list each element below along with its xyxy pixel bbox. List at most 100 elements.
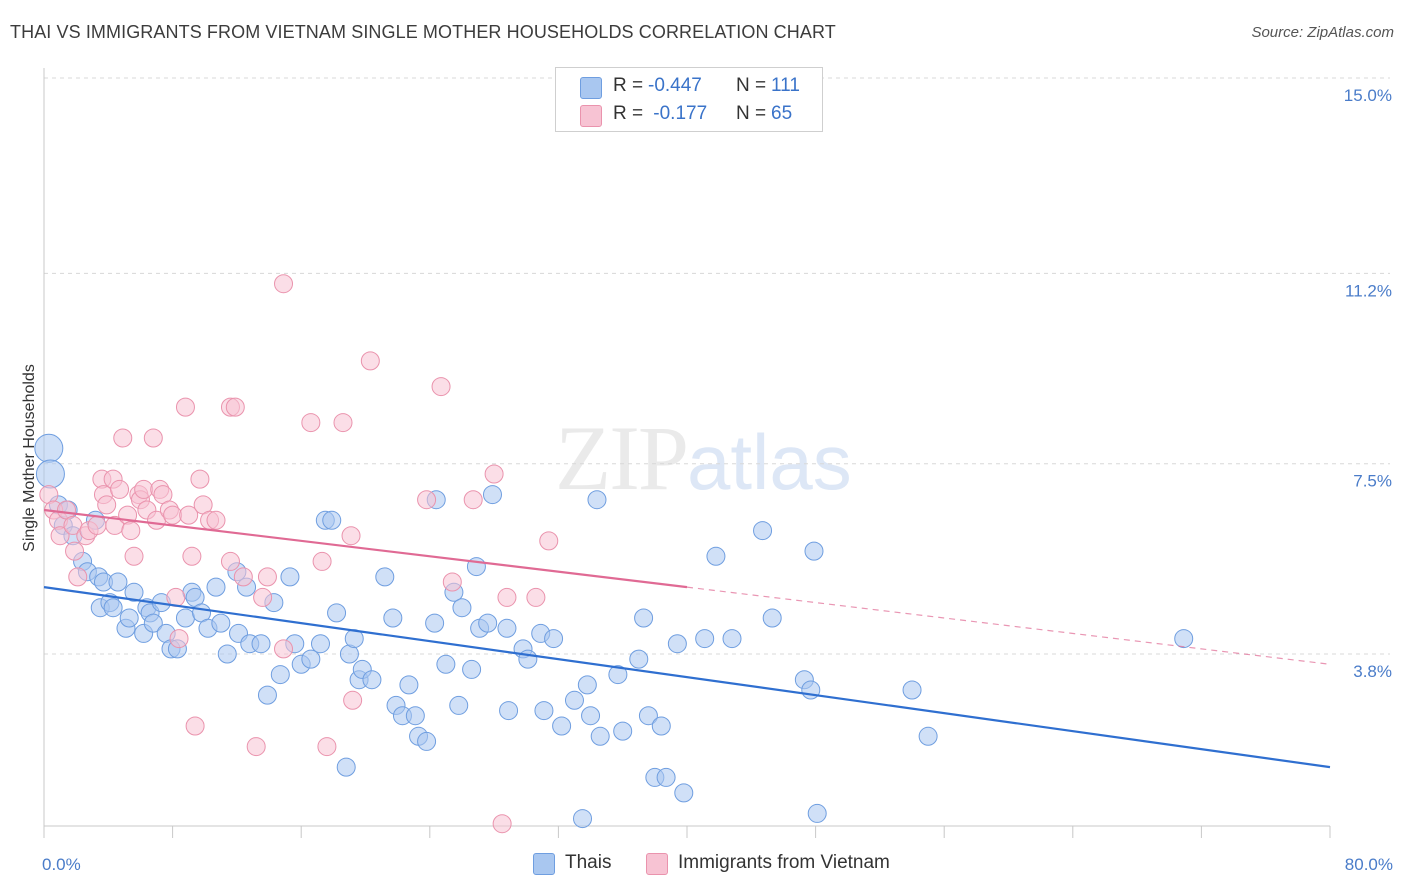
- x-tick-label: 80.0%: [1345, 855, 1393, 874]
- vietnam-point: [274, 639, 294, 659]
- thais-point: [634, 608, 654, 628]
- thais-point: [497, 618, 517, 638]
- thais-point: [577, 675, 597, 695]
- legend-swatch-thais: [580, 77, 602, 99]
- thais-point: [270, 665, 290, 685]
- vietnam-point: [113, 428, 133, 448]
- watermark: ZIPatlas: [555, 405, 852, 511]
- thais-point: [119, 608, 139, 628]
- thais-point: [482, 485, 502, 505]
- thais-point: [706, 546, 726, 566]
- vietnam-point: [87, 515, 107, 535]
- thais-point: [518, 649, 538, 669]
- trend-lines: [43, 508, 1331, 769]
- bottom-legend-label: Immigrants from Vietnam: [678, 852, 890, 873]
- thais-point: [327, 603, 347, 623]
- legend: R = -0.447 N = 111 R = -0.177 N = 65: [555, 67, 823, 132]
- y-tick-label: 11.2%: [1345, 281, 1392, 300]
- thais-point: [301, 649, 321, 669]
- vietnam-point: [225, 397, 245, 417]
- thais-point: [807, 803, 827, 823]
- thais-point: [425, 613, 445, 633]
- thais-point: [35, 459, 65, 489]
- thais-point: [674, 783, 694, 803]
- vietnam-point: [526, 587, 546, 607]
- legend-r-value: -0.447: [648, 75, 702, 96]
- vietnam-point: [497, 587, 517, 607]
- vietnam-point: [274, 274, 294, 294]
- thais-point: [103, 598, 123, 618]
- vietnam-point: [312, 551, 332, 571]
- thais-point: [656, 767, 676, 787]
- thais-point: [383, 608, 403, 628]
- y-axis-label: Single Mother Households: [21, 364, 38, 552]
- thais-point: [362, 670, 382, 690]
- legend-r-label: R =: [613, 75, 644, 96]
- axes: [43, 68, 1331, 838]
- thais-point: [762, 608, 782, 628]
- vietnam-point: [484, 464, 504, 484]
- vietnam-point: [163, 505, 183, 525]
- thais-point: [722, 629, 742, 649]
- vietnam-point: [492, 814, 512, 834]
- thais-point: [587, 490, 607, 510]
- thais-point: [613, 721, 633, 741]
- thais-point: [581, 706, 601, 726]
- thais-point: [499, 701, 519, 721]
- vietnam-point: [246, 737, 266, 757]
- vietnam-point: [360, 351, 380, 371]
- vietnam-point: [110, 479, 130, 499]
- thais-point: [211, 613, 231, 633]
- thais-point: [544, 629, 564, 649]
- vietnam-point: [257, 567, 277, 587]
- vietnam-point: [220, 551, 240, 571]
- thais-point: [206, 577, 226, 597]
- thais-point: [1174, 629, 1194, 649]
- bottom-legend-swatch-thais: [533, 853, 555, 875]
- thais-point: [257, 685, 277, 705]
- thais-point: [667, 634, 687, 654]
- thais-point: [175, 608, 195, 628]
- vietnam-point: [539, 531, 559, 551]
- vietnam-trend-extension: [686, 586, 1331, 665]
- tick-labels: 3.8% 7.5% 11.2% 15.0% 0.0% 80.0%: [42, 86, 1393, 874]
- watermark-zip: ZIP: [555, 407, 689, 509]
- thais-point: [436, 654, 456, 674]
- vietnam-point: [253, 587, 273, 607]
- thais-point: [405, 706, 425, 726]
- vietnam-point: [134, 479, 154, 499]
- thais-trend-line: [43, 586, 1331, 769]
- thais-point: [449, 695, 469, 715]
- legend-r-label: R =: [613, 103, 644, 124]
- legend-r-value: -0.177: [648, 103, 708, 124]
- thais-point: [902, 680, 922, 700]
- watermark-atlas: atlas: [687, 418, 852, 506]
- vietnam-point: [143, 428, 163, 448]
- thais-point: [804, 541, 824, 561]
- thais-point: [695, 629, 715, 649]
- thais-point: [143, 613, 163, 633]
- vietnam-point: [182, 546, 202, 566]
- vietnam-point: [185, 716, 205, 736]
- thais-point: [478, 613, 498, 633]
- thais-point: [918, 726, 938, 746]
- vietnam-point: [50, 526, 70, 546]
- vietnam-point: [333, 413, 353, 433]
- thais-point: [417, 731, 437, 751]
- vietnam-point: [317, 737, 337, 757]
- thais-point: [638, 706, 658, 726]
- source-label: Source: ZipAtlas.com: [1251, 24, 1394, 41]
- thais-point: [573, 809, 593, 829]
- vietnam-point: [68, 567, 88, 587]
- vietnam-point: [233, 567, 253, 587]
- thais-point: [608, 665, 628, 685]
- legend-n-label: N =: [736, 75, 767, 96]
- data-points: [34, 274, 1194, 834]
- vietnam-point: [179, 505, 199, 525]
- y-tick-label: 15.0%: [1344, 86, 1392, 105]
- legend-n-value: 65: [771, 103, 793, 124]
- thais-point: [399, 675, 419, 695]
- vietnam-point: [343, 690, 363, 710]
- vietnam-point: [175, 397, 195, 417]
- thais-point: [124, 582, 144, 602]
